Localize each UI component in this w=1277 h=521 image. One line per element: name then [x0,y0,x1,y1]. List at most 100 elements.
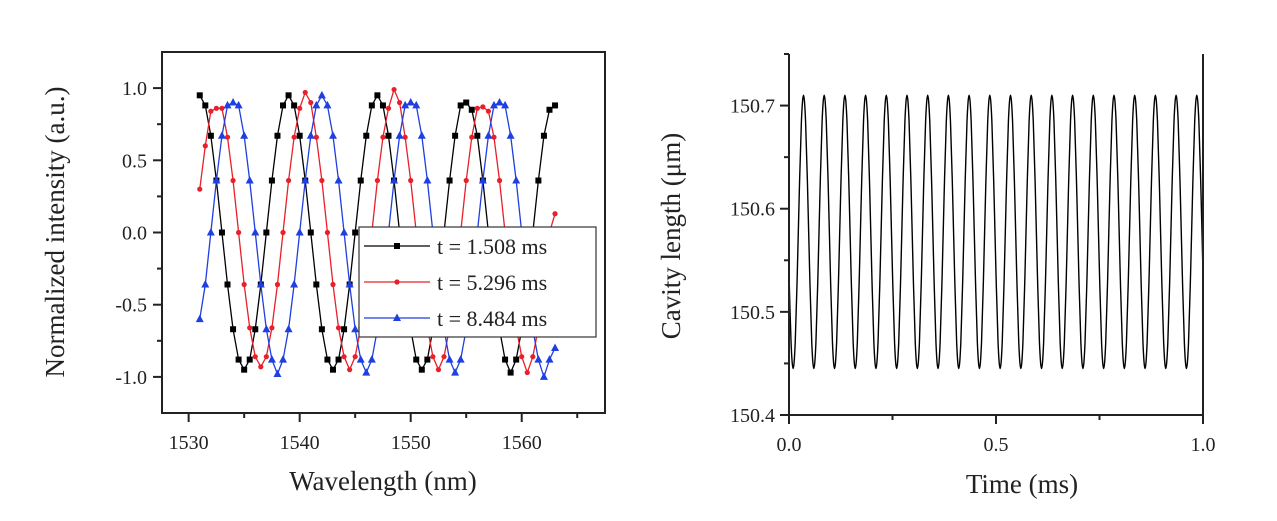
data-point [379,102,386,109]
data-point [236,229,242,236]
data-point [506,131,515,139]
data-point [297,105,303,111]
right-plot-marks [788,94,1204,370]
data-point [352,229,359,236]
data-point [480,104,486,110]
data-point [224,134,231,140]
data-point [345,279,354,288]
data-point [223,100,232,109]
y-tick-label: 150.6 [730,199,775,221]
data-point [317,90,326,99]
legend-label: t = 5.296 ms [437,270,547,295]
data-point [308,99,314,106]
data-point [357,177,364,184]
data-point [385,132,392,139]
data-point [539,372,548,380]
data-point [262,324,271,333]
data-point [319,177,325,184]
x-tick-label: 1550 [391,432,431,454]
data-point [445,355,454,363]
legend-item-2: t = 5.296 ms [364,270,547,295]
data-point [418,366,425,373]
data-point [197,186,203,192]
data-point [324,356,331,363]
data-point [451,368,460,376]
data-point [307,229,314,236]
data-point [351,324,360,333]
data-point [219,105,225,111]
data-point [468,106,475,113]
data-point [507,369,514,376]
y-tick-label: 0.5 [122,150,147,172]
data-point [552,102,559,109]
data-point [202,102,209,109]
data-point [347,367,353,373]
y-tick-label: 150.7 [730,96,775,118]
data-point [285,177,292,184]
legend-marker [393,313,401,321]
data-point [356,355,365,363]
data-point [280,102,287,109]
data-point [258,364,264,370]
right-axis-ticks: 0.0 0.5 1.0 150.7 150.6 150.5 150.4 [730,53,1216,456]
data-point [496,177,503,184]
data-point [328,131,337,139]
y-tick-label: 1.0 [122,78,147,100]
data-point [391,86,397,93]
data-point [396,99,403,106]
data-point [207,132,214,139]
data-point [208,108,214,114]
data-point [246,356,253,363]
legend-item-3: t = 8.484 ms [364,306,547,331]
data-point [417,131,426,139]
data-point [408,177,414,184]
data-point [551,343,560,352]
data-point [474,132,481,139]
right-y-axis-title: Cavity length (μm) [656,133,686,339]
data-point [196,92,203,99]
data-point [362,368,371,376]
data-point [385,105,392,111]
data-point [457,102,464,109]
data-point [247,325,253,331]
data-point [545,355,554,363]
data-point [245,176,254,184]
data-point [291,134,297,140]
data-point [252,354,258,360]
data-point [202,143,208,149]
data-point [212,176,221,184]
data-point [513,356,520,363]
data-point [390,176,399,184]
data-point [463,99,470,106]
data-point [441,354,447,360]
y-tick-label: 150.5 [730,302,775,324]
data-point [502,356,509,363]
data-point [446,177,453,184]
x-tick-label: 1530 [169,432,209,454]
data-point [224,281,231,288]
x-tick-label: 0.5 [984,434,1009,456]
data-point [335,356,342,363]
data-point [301,176,310,184]
data-point [540,132,547,139]
data-point [263,229,270,236]
data-point [318,326,325,333]
data-point [341,354,347,360]
data-point [530,354,536,360]
data-point [552,211,558,217]
data-point [240,131,249,139]
data-point [512,176,521,184]
data-point [519,354,525,360]
data-point [423,176,432,184]
data-point [485,108,492,114]
cavity-length-line [788,94,1204,370]
y-tick-label: 0.0 [122,223,147,245]
left-x-axis-title: Wavelength (nm) [289,466,477,496]
data-point [430,354,436,360]
data-point [229,98,238,106]
data-point [213,105,220,111]
data-point [235,356,242,363]
data-point [495,98,504,106]
data-point [279,355,288,363]
